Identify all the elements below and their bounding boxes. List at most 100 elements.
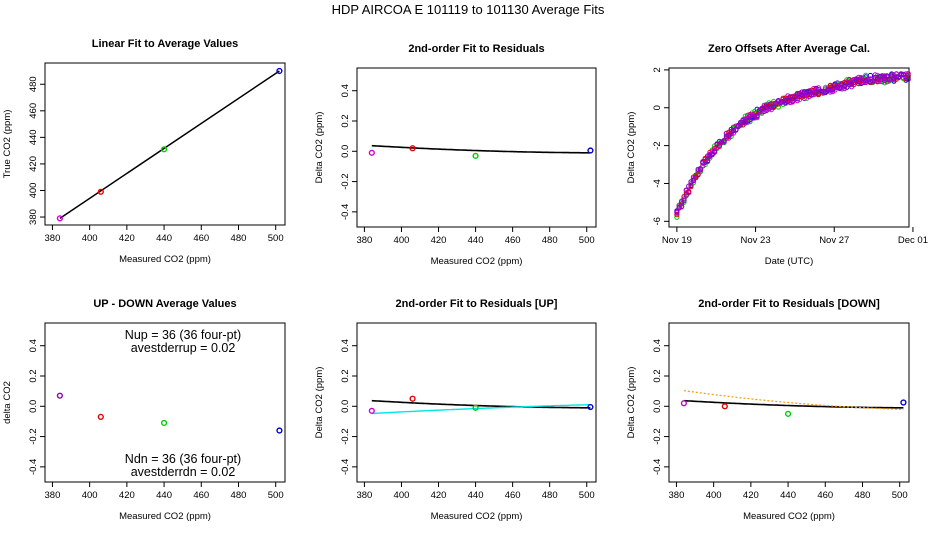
plot-frame <box>668 67 910 228</box>
data-point <box>714 144 720 150</box>
y-axis-label: delta CO2 <box>2 381 13 424</box>
data-point-0 <box>56 392 63 399</box>
x-tick-label: Nov 23 <box>741 235 771 246</box>
x-tick-label: 440 <box>156 490 172 501</box>
data-point-3 <box>587 147 594 154</box>
panel-title: 2nd-order Fit to Residuals <box>408 43 544 55</box>
data-point <box>712 149 718 155</box>
figure-title: HDP AIRCOA E 101119 to 101130 Average Fi… <box>332 2 605 17</box>
x-tick-label: Nov 19 <box>662 235 692 246</box>
fit-line <box>59 70 280 219</box>
data-point <box>905 70 911 77</box>
data-point <box>754 113 760 119</box>
data-point <box>702 156 708 162</box>
y-tick-label: -0.2 <box>28 428 39 444</box>
y-axis-label: True CO2 (ppm) <box>2 110 13 179</box>
x-tick-label: 480 <box>231 490 247 501</box>
x-tick-label: 420 <box>119 233 135 244</box>
data-point-1 <box>97 413 104 420</box>
y-tick-label: -0.4 <box>340 459 351 475</box>
plot-frame <box>356 67 597 228</box>
data-point-2 <box>160 419 168 427</box>
annotation-avestderrup: avestderrup = 0.02 <box>131 341 236 355</box>
data-point-3 <box>276 67 283 75</box>
annotation-ndn: Ndn = 36 (36 four-pt) <box>125 452 241 466</box>
data-point <box>877 73 883 79</box>
data-point <box>808 92 815 98</box>
fit-curve <box>683 399 904 409</box>
data-point <box>723 133 730 139</box>
data-point <box>693 175 699 181</box>
y-tick-label: 0.2 <box>28 369 39 382</box>
data-point <box>735 124 741 130</box>
x-tick-label: 440 <box>780 490 796 501</box>
y-tick-label: 0.0 <box>340 400 351 413</box>
x-tick-label: 420 <box>743 490 759 501</box>
plot-frame <box>356 322 597 483</box>
data-point <box>806 88 812 94</box>
data-point <box>782 98 789 104</box>
data-point <box>676 205 682 211</box>
x-tick-label: 440 <box>468 235 484 246</box>
x-tick-label: 420 <box>431 235 447 246</box>
x-tick-label: 500 <box>268 233 284 244</box>
data-point <box>789 96 796 102</box>
x-axis-label: Measured CO2 (ppm) <box>119 254 211 265</box>
data-point-1 <box>409 145 416 152</box>
x-tick-label: 440 <box>156 233 172 244</box>
data-point <box>794 96 800 102</box>
x-tick-label: 500 <box>268 490 284 501</box>
data-point <box>818 88 824 94</box>
data-point <box>874 78 881 84</box>
x-tick-label: 460 <box>817 490 833 501</box>
y-axis-label: Delta CO2 (ppm) <box>626 112 637 184</box>
data-point <box>801 95 807 102</box>
data-point-2 <box>472 152 479 159</box>
x-axis-label: Measured CO2 (ppm) <box>119 511 211 522</box>
data-point <box>688 184 694 190</box>
y-tick-label: 480 <box>28 76 39 92</box>
x-tick-label: 380 <box>45 490 61 501</box>
y-tick-label: -0.2 <box>340 428 351 444</box>
data-point-1 <box>721 403 728 410</box>
plot-frame <box>668 322 910 483</box>
data-point <box>688 179 694 185</box>
data-point <box>730 128 737 134</box>
x-tick-label: 460 <box>193 233 209 244</box>
x-tick-label: 400 <box>394 235 410 246</box>
data-point-2 <box>784 410 792 417</box>
x-tick-label: 500 <box>579 235 595 246</box>
data-point <box>825 87 831 94</box>
fit-curve <box>371 404 591 415</box>
panel-p4: UP - DOWN Average Values 380 400 420 440 460 4… <box>2 298 286 522</box>
data-point <box>844 80 850 87</box>
x-tick-label: 380 <box>356 490 372 501</box>
x-tick-label: 420 <box>119 490 135 501</box>
panel-p2: 2nd-order Fit to Residuals 380 400 420 440 46… <box>314 43 597 267</box>
panel-title: 2nd-order Fit to Residuals [DOWN] <box>698 298 880 310</box>
x-axis-label: Measured CO2 (ppm) <box>431 511 523 522</box>
data-point <box>851 77 857 83</box>
data-point <box>679 204 685 210</box>
y-tick-label: 0.4 <box>652 339 663 352</box>
data-point <box>738 119 744 126</box>
data-point <box>761 108 767 115</box>
fit-curve <box>371 399 591 409</box>
data-point <box>702 158 708 164</box>
data-point-0 <box>680 400 687 407</box>
data-point <box>858 80 864 86</box>
data-point <box>674 209 680 215</box>
y-tick-label: -0.4 <box>28 459 39 475</box>
data-point <box>789 93 796 100</box>
data-point <box>785 98 791 104</box>
data-point <box>889 76 895 82</box>
x-tick-label: 500 <box>579 490 595 501</box>
panel-title: Linear Fit to Average Values <box>92 38 239 50</box>
data-point <box>697 166 704 172</box>
data-point-0 <box>56 215 63 222</box>
y-tick-label: -0.2 <box>340 173 351 189</box>
data-point-2 <box>472 404 479 411</box>
plot-frame <box>44 322 286 483</box>
panel-p1: Linear Fit to Average Values 380 400 420 440… <box>2 38 286 265</box>
data-point <box>830 86 836 92</box>
